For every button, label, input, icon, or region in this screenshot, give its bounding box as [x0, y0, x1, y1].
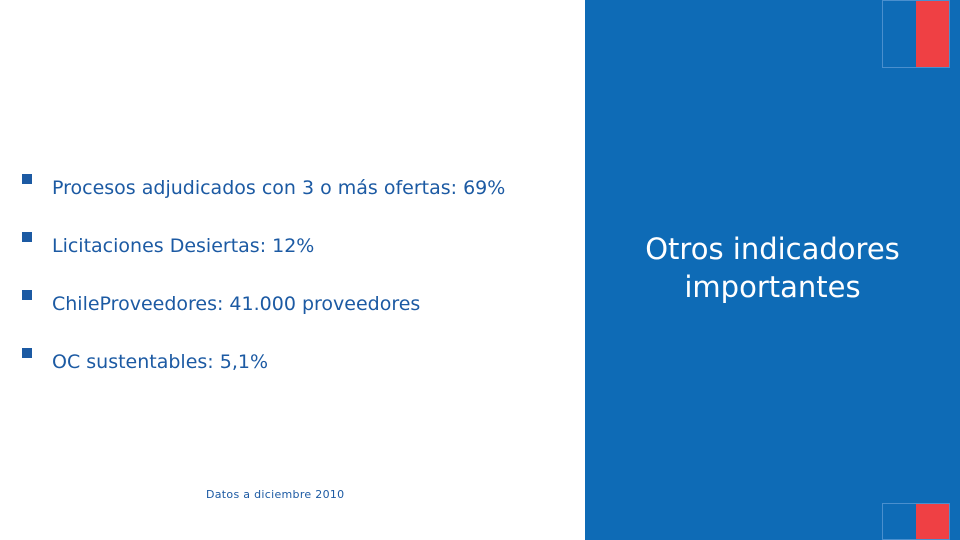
data-date-footnote: Datos a diciembre 2010 [206, 488, 345, 501]
square-bullet-icon [22, 174, 32, 184]
title-panel: Otros indicadores importantes [585, 0, 960, 540]
slide-title-line-1: Otros indicadores [645, 232, 900, 266]
square-bullet-icon [22, 290, 32, 300]
flag-blue-stripe [883, 1, 916, 67]
flag-red-stripe [916, 1, 949, 67]
indicator-text: Licitaciones Desiertas: 12% [52, 235, 315, 257]
slide-title-line-2: importantes [684, 270, 861, 304]
list-item: Procesos adjudicados con 3 o más ofertas… [22, 170, 582, 228]
list-item: Licitaciones Desiertas: 12% [22, 228, 582, 286]
flag-logo-icon [882, 0, 950, 68]
indicator-text: Procesos adjudicados con 3 o más ofertas… [52, 177, 506, 199]
flag-blue-stripe [883, 504, 916, 539]
flag-red-stripe [916, 504, 949, 539]
indicator-list: Procesos adjudicados con 3 o más ofertas… [22, 170, 582, 402]
indicator-text: OC sustentables: 5,1% [52, 351, 269, 373]
square-bullet-icon [22, 232, 32, 242]
list-item: OC sustentables: 5,1% [22, 344, 582, 402]
indicator-text: ChileProveedores: 41.000 proveedores [52, 293, 421, 315]
flag-logo-icon [882, 503, 950, 540]
square-bullet-icon [22, 348, 32, 358]
slide-title: Otros indicadores importantes [585, 230, 960, 306]
list-item: ChileProveedores: 41.000 proveedores [22, 286, 582, 344]
